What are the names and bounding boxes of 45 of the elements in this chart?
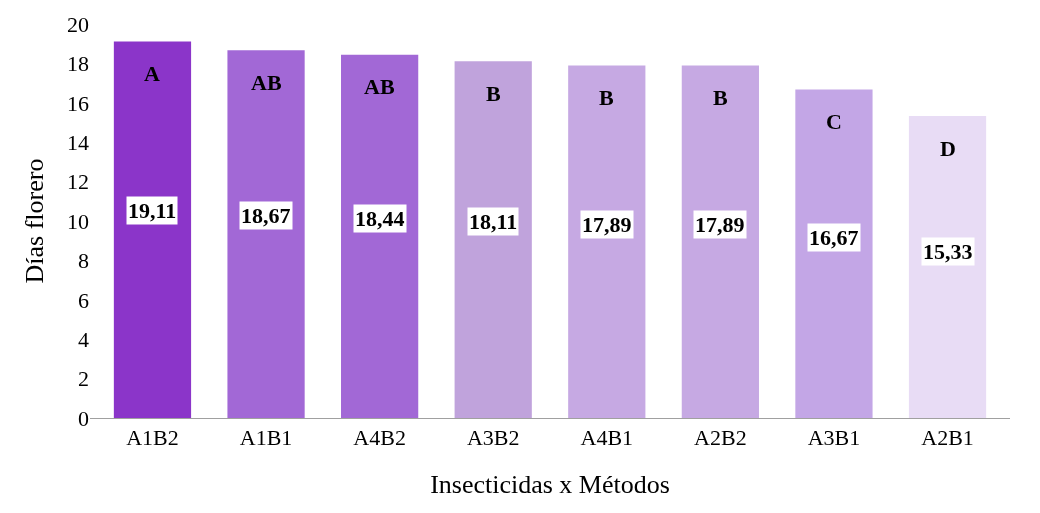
x-tick-label: A2B1 bbox=[921, 425, 974, 451]
annotation: B bbox=[713, 85, 728, 110]
y-tick-label: 12 bbox=[67, 169, 89, 195]
x-axis-title: Insecticidas x Métodos bbox=[430, 470, 670, 500]
data-label: 18,11 bbox=[469, 209, 518, 234]
x-tick-label: A2B2 bbox=[694, 425, 747, 451]
bar bbox=[341, 54, 419, 418]
bar bbox=[795, 89, 873, 418]
x-tick-label: A3B2 bbox=[466, 425, 520, 451]
x-tick-label: A4B1 bbox=[580, 425, 634, 451]
annotation: B bbox=[486, 81, 501, 106]
data-label: 16,67 bbox=[809, 225, 859, 250]
y-tick-label: 10 bbox=[67, 208, 89, 234]
bar bbox=[113, 41, 192, 418]
y-tick-label: 18 bbox=[67, 51, 89, 77]
y-tick-label: 0 bbox=[78, 405, 89, 431]
data-label: 17,89 bbox=[582, 212, 632, 237]
annotation: D bbox=[940, 136, 956, 161]
annotation: B bbox=[599, 85, 614, 110]
bar bbox=[681, 65, 759, 418]
y-tick-label: 6 bbox=[78, 287, 89, 313]
data-label: 18,67 bbox=[241, 203, 291, 228]
data-label: 19,11 bbox=[128, 198, 177, 223]
x-tick-label: A1B2 bbox=[126, 425, 179, 451]
x-tick-label: A3B1 bbox=[807, 425, 861, 451]
y-tick-label: 4 bbox=[78, 326, 89, 352]
annotation: C bbox=[826, 109, 842, 134]
data-label: 15,33 bbox=[923, 239, 973, 264]
x-tick-label: A4B2 bbox=[353, 425, 406, 451]
y-tick-label: 2 bbox=[78, 366, 89, 392]
bar bbox=[227, 50, 305, 418]
bar bbox=[568, 65, 646, 418]
annotation: AB bbox=[251, 70, 282, 95]
data-label: 17,89 bbox=[695, 212, 745, 237]
annotation: A bbox=[144, 61, 160, 86]
y-tick-label: 8 bbox=[78, 248, 89, 274]
data-label: 18,44 bbox=[355, 206, 405, 231]
y-tick-label: 20 bbox=[67, 11, 89, 37]
y-tick-label: 16 bbox=[67, 90, 89, 116]
annotation: AB bbox=[364, 74, 395, 99]
y-tick-label: 14 bbox=[67, 129, 89, 155]
bar bbox=[908, 116, 987, 418]
x-tick-label: A1B1 bbox=[239, 425, 293, 451]
bar bbox=[454, 61, 532, 418]
y-axis-title: Días florero bbox=[20, 158, 50, 284]
